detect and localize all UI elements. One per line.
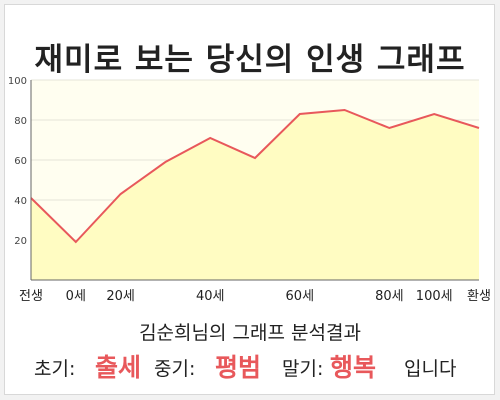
analysis-result: 초기: 출세 중기: 평범 말기: 행복 입니다 [0, 346, 500, 382]
x-tick-label: 환생 [467, 289, 491, 304]
x-tick-label: 전생 [19, 289, 43, 304]
y-tick-60: 60 [14, 156, 27, 167]
x-tick-label: 40세 [196, 289, 225, 304]
ending-text: 입니다 [404, 358, 457, 380]
x-tick-label: 100세 [416, 289, 453, 304]
series-line [30, 108, 480, 244]
x-tick-label: 60세 [286, 289, 315, 304]
x-tick-label: 0세 [66, 289, 86, 304]
early-value: 출세 [95, 353, 142, 382]
mid-label: 중기: [154, 358, 196, 380]
analysis-subtitle: 김순희님의 그래프 분석결과 [139, 322, 361, 344]
x-tick-label: 80세 [375, 289, 404, 304]
y-tick-40: 40 [14, 196, 27, 207]
early-label: 초기: [34, 358, 76, 380]
x-tick-labels: 전생 0세 20세 40세 60세 80세 100세 환생 [19, 289, 491, 304]
y-tick-20: 20 [14, 236, 27, 247]
axis-layer [30, 80, 479, 281]
chart-title: 재미로 보는 당신의 인생 그래프 [34, 42, 466, 78]
y-tick-labels: 20 40 60 80 100 [8, 76, 27, 247]
life-graph-chart: 20 40 60 80 100 전생 0세 20세 40세 60세 80세 100세 환생 [8, 76, 491, 304]
y-tick-80: 80 [14, 116, 27, 127]
late-label: 말기: [282, 358, 324, 380]
late-value: 행복 [330, 353, 377, 382]
area-fill [31, 110, 479, 280]
y-tick-100: 100 [8, 76, 27, 87]
mid-value: 평범 [215, 353, 262, 382]
x-tick-label: 20세 [106, 289, 135, 304]
